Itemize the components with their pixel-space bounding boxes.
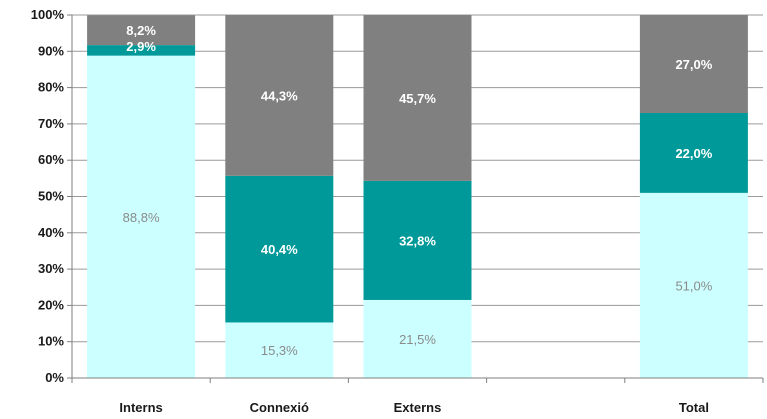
data-label: 51,0% (675, 278, 712, 293)
bar-segment (87, 15, 196, 46)
y-tick-label: 0% (45, 370, 64, 385)
data-label: 32,8% (399, 233, 436, 248)
data-label: 40,4% (261, 242, 298, 257)
bar-segment (639, 113, 748, 193)
x-category-label: Connexió (250, 400, 309, 415)
bar-segment (225, 15, 334, 176)
y-tick-label: 10% (38, 334, 64, 349)
y-tick-label: 90% (38, 43, 64, 58)
bar-segment (639, 192, 748, 378)
data-label: 22,0% (675, 146, 712, 161)
data-label: 44,3% (261, 88, 298, 103)
y-tick-label: 100% (31, 7, 65, 22)
axes: 0% 10% 20% 30% 40% 50% 60% 70% 80% 90% 100% Interns… (31, 7, 764, 415)
bar-segment (87, 45, 196, 56)
data-label: 8,2% (126, 23, 156, 38)
data-label: 21,5% (399, 332, 436, 347)
x-category-label: Externs (394, 400, 442, 415)
bar-segment (363, 299, 472, 378)
bar-segment (225, 175, 334, 323)
y-tick-label: 20% (38, 297, 64, 312)
bar-segment (363, 180, 472, 300)
data-label: 88,8% (123, 210, 160, 225)
bar-segment (87, 55, 196, 378)
bar-segment (639, 15, 748, 114)
y-tick-label: 30% (38, 261, 64, 276)
data-labels: 88,8% 2,9%8,2% 15,3% 40,4% 44,3% 21,5% 32,8% 45… (123, 23, 713, 358)
data-label: 2,9% (126, 39, 156, 54)
bar-segment (363, 15, 472, 181)
y-tick-label: 80% (38, 80, 64, 95)
bars (87, 15, 748, 378)
y-tick-label: 50% (38, 189, 64, 204)
bar-segment (225, 322, 334, 378)
x-category-label: Interns (119, 400, 162, 415)
data-label: 15,3% (261, 343, 298, 358)
y-tick-label: 40% (38, 225, 64, 240)
data-label: 45,7% (399, 91, 436, 106)
x-category-label: Total (679, 400, 709, 415)
data-label: 27,0% (675, 57, 712, 72)
y-tick-label: 70% (38, 116, 64, 131)
y-tick-label: 60% (38, 152, 64, 167)
